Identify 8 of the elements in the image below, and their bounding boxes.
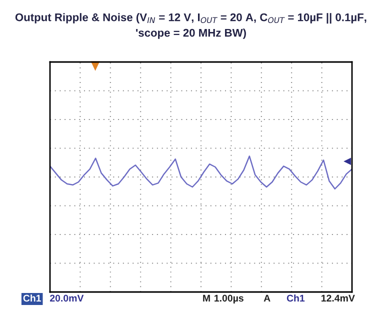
text: 1.00µs bbox=[214, 294, 244, 304]
chart-title: Output Ripple & Noise (V$_{IN}$ = 12 V, I$_{OUT}$ = 20 A, C$_{OUT}$ = 10µF || 0.1µF, 'scope = 20 MHz BW) bbox=[15, 13, 366, 39]
text: M bbox=[203, 294, 210, 302]
text: 12.4mV bbox=[321, 294, 355, 302]
text: 20.0mV bbox=[50, 294, 84, 302]
text: Ch1 bbox=[23, 294, 42, 302]
text: Ch1 bbox=[286, 294, 305, 302]
text: A bbox=[264, 294, 270, 302]
